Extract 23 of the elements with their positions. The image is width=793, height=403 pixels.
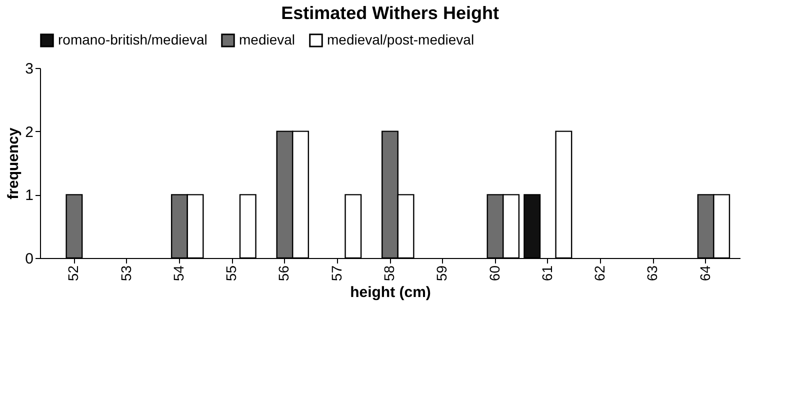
- y-tick-label: 3: [25, 60, 34, 78]
- legend-label: romano-british/medieval: [58, 31, 208, 48]
- x-tick-label: 64: [696, 265, 713, 282]
- x-tick-label: 62: [592, 265, 608, 282]
- x-tick-label: 53: [118, 265, 134, 282]
- legend-label: medieval/post-medieval: [327, 31, 474, 48]
- x-tick-label: 57: [328, 265, 344, 282]
- x-tick-label: 55: [223, 265, 240, 282]
- x-tick-label: 63: [644, 265, 660, 282]
- x-tick-label: 61: [538, 265, 555, 282]
- x-axis-title: height (cm): [350, 284, 431, 302]
- x-tick-label: 52: [65, 265, 82, 282]
- y-tick-label: 1: [25, 187, 34, 204]
- x-tick-label: 56: [276, 265, 292, 282]
- x-tick-label: 58: [381, 265, 397, 282]
- x-tick-label: 60: [486, 265, 502, 282]
- x-tick-label: 54: [170, 265, 186, 282]
- y-tick-label: 0: [25, 250, 34, 268]
- y-axis-title: frequency: [5, 127, 22, 200]
- x-tick-label: 59: [434, 265, 450, 282]
- legend-label: medieval: [239, 31, 296, 48]
- y-tick-label: 2: [25, 124, 34, 141]
- chart-title: Estimated Withers Height: [281, 3, 499, 23]
